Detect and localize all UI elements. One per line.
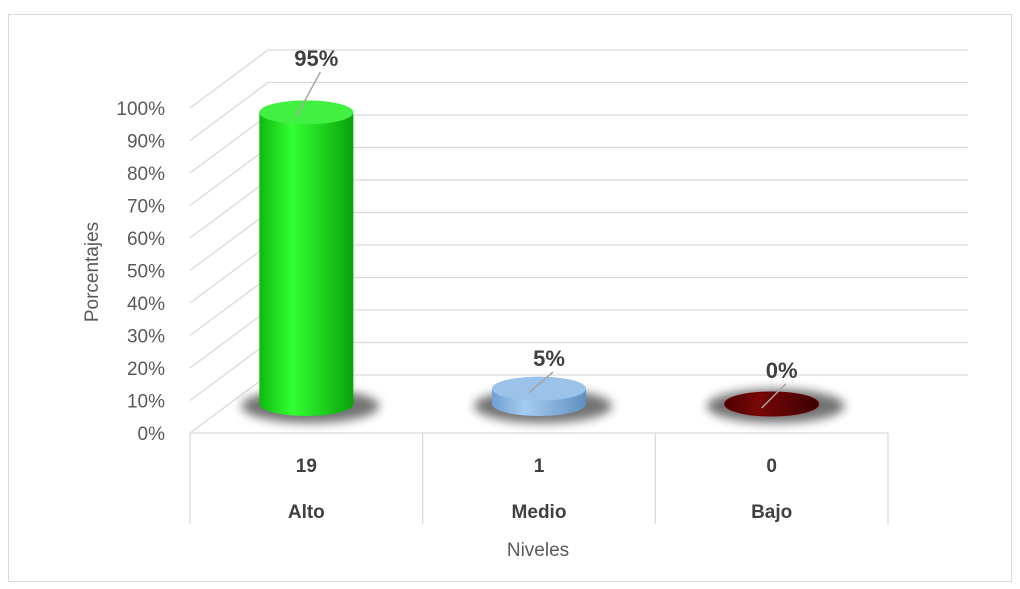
x-axis-label: Niveles <box>507 540 569 561</box>
y-tick-label: 70% <box>127 197 165 218</box>
y-axis-label: Porcentajes <box>82 222 103 322</box>
y-tick-label: 20% <box>127 359 165 380</box>
y-tick-label: 100% <box>116 99 165 120</box>
gridline-side <box>190 148 268 206</box>
gridline-side <box>190 50 268 108</box>
bar-alto <box>259 112 353 416</box>
bar-top-highlight <box>492 377 586 401</box>
bar-bajo <box>725 392 819 416</box>
data-label: 0% <box>766 358 798 383</box>
y-tick-label: 60% <box>127 229 165 250</box>
y-tick-label: 0% <box>138 424 166 445</box>
gridline-side <box>190 310 268 368</box>
data-label: 95% <box>294 46 338 71</box>
category-label: Medio <box>512 502 567 523</box>
label-layer: 0%10%20%30%40%50%60%70%80%90%100%95%19Al… <box>116 46 797 523</box>
y-tick-label: 10% <box>127 392 165 413</box>
category-label: Bajo <box>751 502 792 523</box>
data-label: 5% <box>533 346 565 371</box>
category-count: 0 <box>766 456 777 477</box>
y-tick-label: 80% <box>127 164 165 185</box>
bar-top-highlight <box>259 100 353 124</box>
y-tick-label: 40% <box>127 294 165 315</box>
gridline-side <box>190 180 268 238</box>
gridline-side <box>190 278 268 336</box>
gridline-side <box>190 343 268 401</box>
gridline-side <box>190 115 268 173</box>
y-tick-label: 90% <box>127 132 165 153</box>
gridline-side <box>190 245 268 303</box>
y-tick-label: 30% <box>127 327 165 348</box>
category-count: 1 <box>534 456 545 477</box>
category-label: Alto <box>288 502 325 523</box>
gridline-side <box>190 83 268 141</box>
gridline-side <box>190 213 268 271</box>
y-tick-label: 50% <box>127 262 165 283</box>
category-count: 19 <box>296 456 317 477</box>
